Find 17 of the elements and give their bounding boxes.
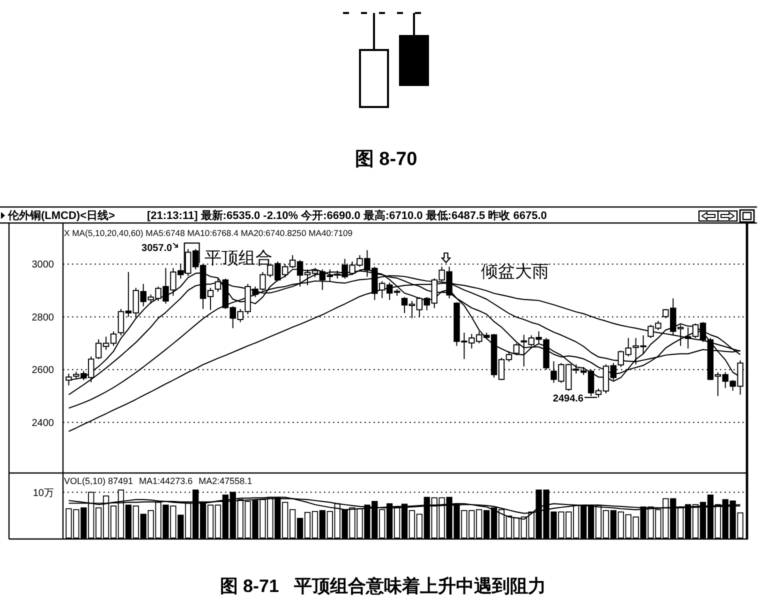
y-tick-label: 2400	[32, 418, 54, 429]
y-tick-label: 2600	[32, 365, 54, 376]
series-label: MA1:44273.6	[139, 476, 193, 486]
caption: 图 8-70	[354, 149, 418, 170]
annotation: 3057.0	[142, 243, 173, 254]
annotation: 倾盆大雨	[481, 262, 549, 281]
annotation: 平顶组合	[204, 248, 272, 268]
chart-title: 伦外铜(LMCD)<日线>	[7, 209, 115, 222]
annotation: X MA(5,10,20,40,60) MA5:6748 MA10:6768.4 MA20:6740.8250 MA40:7109	[64, 228, 353, 238]
y-tick-label: 2800	[32, 312, 54, 324]
annotation: 2494.6	[552, 393, 584, 404]
chart-subtitle: [21:13:11] 最新:6535.0 -2.10% 今开:6690.0 最高:6710.0 最低:6487.5 昨收 6675.0	[147, 209, 547, 222]
y-tick-label: 3000	[32, 260, 54, 271]
legend-title: VOL(5,10) 87491	[64, 476, 134, 486]
caption: 图 8-71 平顶组合意味着上升中遇到阻力	[220, 576, 546, 596]
y-tick-label: 10万	[32, 488, 54, 499]
series-label: MA2:47558.1	[198, 476, 252, 486]
